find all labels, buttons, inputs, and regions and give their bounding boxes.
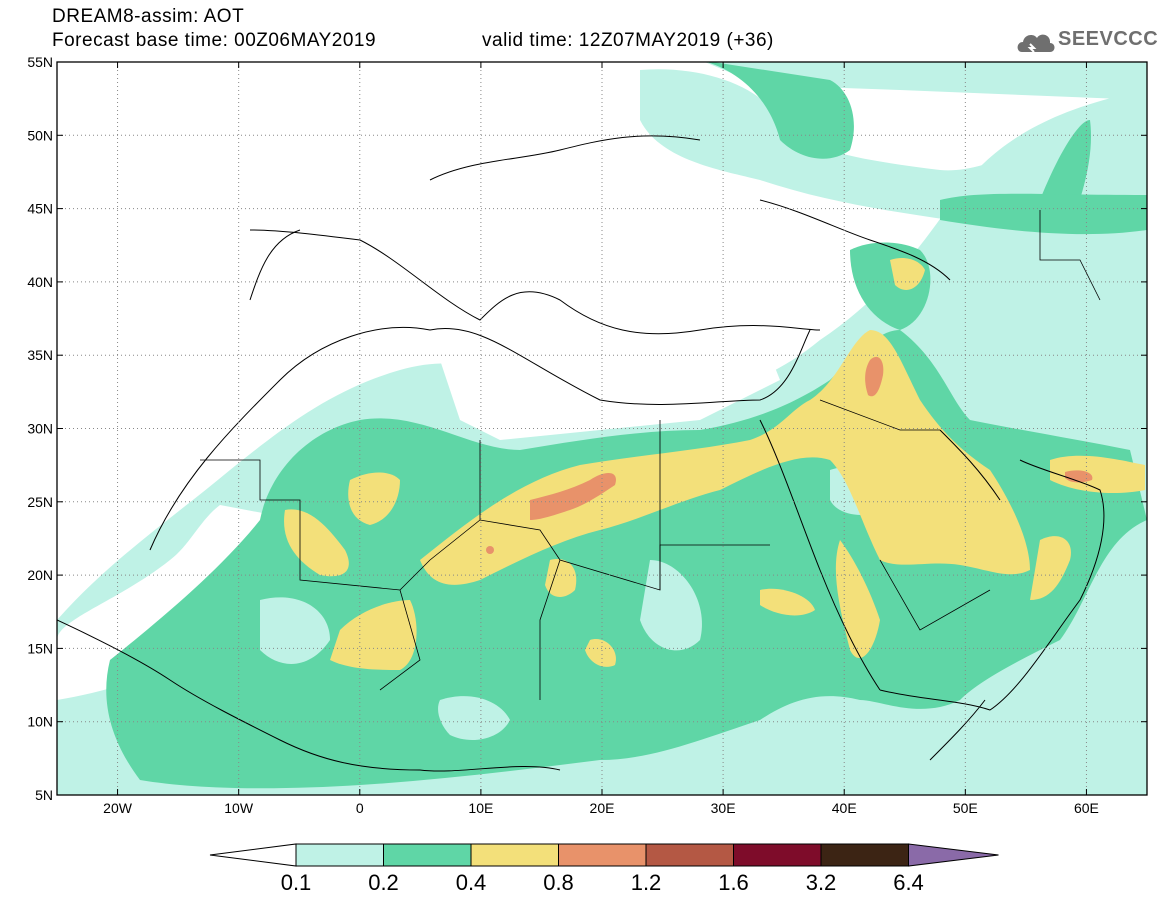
colorbar-segment	[383, 843, 472, 867]
map-title: DREAM8-assim: AOT	[52, 6, 245, 27]
colorbar-label: 1.2	[630, 870, 662, 895]
lat-label: 40N	[27, 274, 53, 290]
cloud-logo-icon	[1017, 34, 1055, 53]
colorbar-label: 0.2	[368, 870, 399, 895]
lat-label: 45N	[27, 201, 53, 217]
colorbar-segment	[733, 843, 822, 867]
lat-label: 15N	[27, 640, 53, 656]
lon-label: 50E	[953, 800, 978, 816]
forecast-valid-time: valid time: 12Z07MAY2019 (+36)	[482, 30, 774, 51]
coastlines	[57, 135, 1105, 772]
lat-label: 50N	[27, 127, 53, 143]
lon-label: 30E	[711, 800, 736, 816]
lat-label: 55N	[27, 54, 53, 70]
lon-label: 20W	[103, 800, 133, 816]
lon-label: 10E	[468, 800, 493, 816]
colorbar-label: 6.4	[893, 870, 924, 895]
lat-label: 10N	[27, 714, 53, 730]
lon-label: 60E	[1074, 800, 1099, 816]
colorbar-label: 0.4	[455, 870, 487, 895]
lat-label: 20N	[27, 567, 53, 583]
colorbar-label: 0.1	[280, 870, 312, 895]
aot-level-0.8	[486, 356, 1093, 554]
colorbar-segment	[558, 843, 647, 867]
colorbar-min-arrow	[209, 843, 297, 867]
axis-labels: 55N 50N 45N 40N 35N 30N 25N 20N 15N 10N 5N 20W 10W 0 1…	[27, 54, 1099, 816]
lat-label: 35N	[27, 347, 53, 363]
colorbar	[209, 843, 999, 867]
lat-label: 25N	[27, 494, 53, 510]
colorbar-label: 0.8	[543, 870, 574, 895]
aot-level-0.4	[284, 258, 1145, 670]
colorbar-label: 1.6	[718, 870, 749, 895]
forecast-base-time: Forecast base time: 00Z06MAY2019	[52, 30, 377, 51]
axis-ticks	[57, 61, 1147, 796]
lon-label: 0	[356, 800, 364, 816]
colorbar-label: 3.2	[805, 870, 837, 895]
lon-label: 10W	[224, 800, 254, 816]
colorbar-max-arrow	[908, 843, 999, 867]
colorbar-segment	[470, 843, 559, 867]
lon-label: 20E	[590, 800, 615, 816]
lat-label: 30N	[27, 421, 53, 437]
lat-label: 5N	[35, 787, 53, 803]
logo-text: SEEVCCC	[1058, 28, 1159, 50]
grid-lines	[57, 62, 1147, 795]
colorbar-segment	[295, 843, 384, 867]
country-borders	[200, 210, 1101, 700]
colorbar-segment	[820, 843, 909, 867]
colorbar-segment	[645, 843, 734, 867]
lon-label: 40E	[832, 800, 857, 816]
